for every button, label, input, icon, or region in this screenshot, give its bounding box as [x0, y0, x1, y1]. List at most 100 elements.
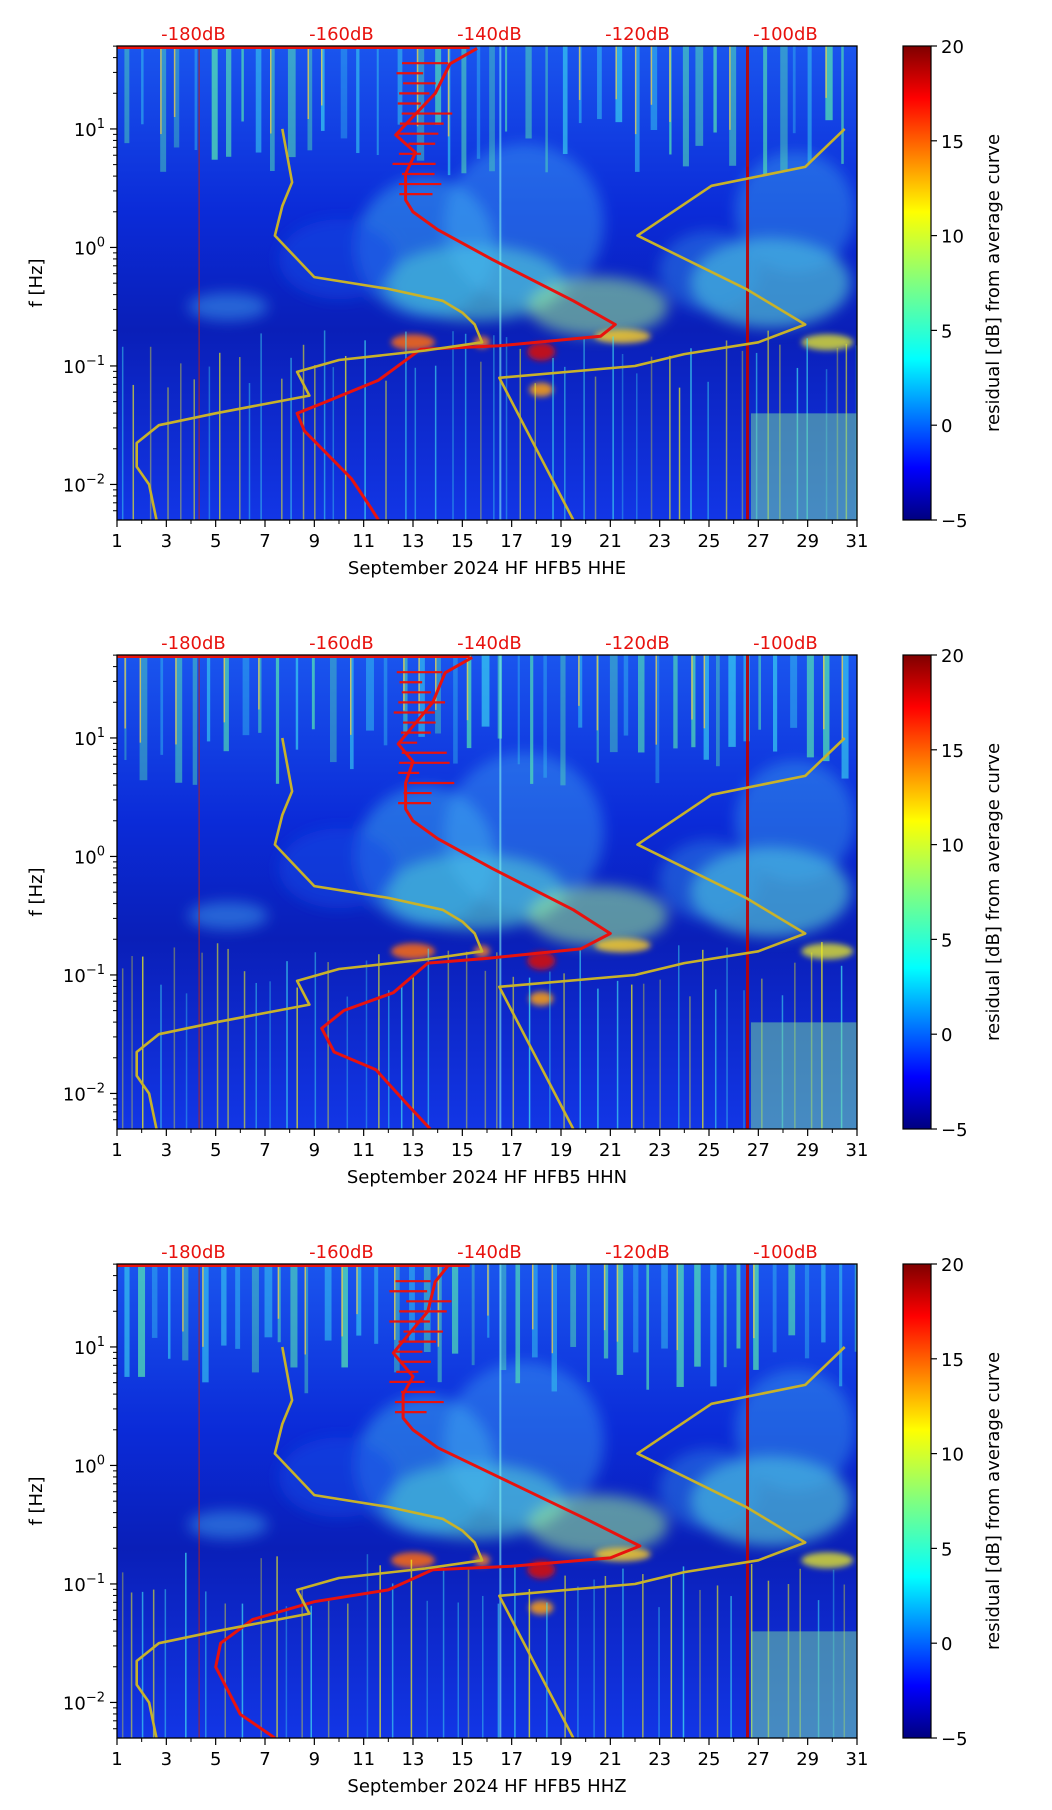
stripe-low	[414, 367, 417, 520]
hotspot	[527, 342, 556, 361]
stripe	[823, 655, 830, 762]
stripe-low	[412, 977, 414, 1129]
x-tick-label: 15	[451, 1749, 474, 1770]
y-axis-label: f [Hz]	[26, 258, 47, 307]
colorbar-tick-label: 10	[941, 227, 964, 248]
hotspot	[529, 382, 554, 397]
stripe	[623, 655, 629, 736]
noise-blob	[188, 1510, 268, 1539]
stripe	[124, 46, 130, 144]
stripe-hot	[487, 1264, 489, 1316]
stripe-hot	[202, 1264, 204, 1347]
x-tick-label: 31	[846, 1749, 869, 1770]
colorbar-tick-label: 15	[941, 132, 964, 153]
colorbar-tick-label: 20	[941, 1255, 964, 1276]
y-tick-label: 101	[74, 1335, 105, 1359]
stripe	[403, 655, 408, 735]
colorbar: 20 15 10 5 0 −5 residual [dB] from average cur…	[902, 37, 1004, 532]
x-tick-label: 19	[550, 1140, 573, 1161]
stripe-low	[410, 1559, 413, 1738]
stripe-hot	[349, 655, 352, 735]
stripe	[241, 46, 244, 122]
stripe-low	[678, 945, 680, 1129]
x-tick-label: 9	[309, 531, 320, 552]
stripe	[634, 46, 640, 172]
stripe-low	[185, 993, 188, 1129]
colorbar-tick-label: 0	[941, 1634, 952, 1655]
stripe-low	[594, 376, 597, 520]
noise-blob	[188, 901, 268, 930]
stripe-low	[642, 1574, 644, 1738]
stripe-hot	[182, 1264, 184, 1332]
stripe	[790, 655, 798, 728]
hotspot	[801, 1552, 854, 1569]
stripe-hot	[551, 1264, 554, 1354]
stripe-low	[141, 956, 144, 1129]
stripe	[500, 1264, 507, 1371]
stripe-low	[690, 348, 692, 520]
noise-blob	[735, 1369, 856, 1490]
x-tick-label: 1	[111, 531, 122, 552]
stripe-low	[457, 1602, 460, 1738]
stripe-low	[464, 333, 467, 520]
stripe-low	[726, 947, 728, 1129]
stripe	[356, 1264, 362, 1336]
stripe-low	[365, 960, 368, 1129]
db-axis-label: -100dB	[753, 633, 818, 654]
colorbar-tick-label: 15	[941, 741, 964, 762]
stripe-hot	[603, 1264, 606, 1331]
stripe-low	[160, 984, 162, 1129]
heatmap-blobs	[188, 143, 856, 337]
stripe-hot	[669, 46, 671, 122]
stripe-low	[400, 986, 403, 1129]
stripe	[788, 1264, 796, 1336]
noise-model-curve	[498, 737, 846, 1129]
stripe-low	[243, 971, 246, 1129]
stripe-low	[121, 968, 124, 1129]
spectrogram-panel-3: 1 3 5 7 9 11 13 15 17 19 21 23 25 27 29 3110110010−110−…	[26, 1242, 1004, 1797]
stripe	[609, 655, 618, 753]
colorbar-tick-label: 15	[941, 1350, 964, 1371]
stripe	[471, 1264, 475, 1366]
stripe	[437, 1264, 442, 1383]
stripe	[650, 46, 658, 130]
stripe-low	[269, 981, 271, 1129]
stripe-low	[650, 356, 653, 520]
stripe	[763, 46, 768, 175]
stripe	[304, 1264, 309, 1394]
stripe	[530, 655, 534, 784]
plot-area	[117, 1264, 857, 1738]
stripe	[330, 655, 337, 763]
stripe	[646, 1264, 650, 1390]
colorbar-tick-label: 10	[941, 1445, 964, 1466]
stripe	[695, 46, 704, 146]
stripe	[637, 655, 645, 753]
stripe-low	[227, 948, 229, 1129]
stripe	[841, 46, 844, 164]
broadband-block	[750, 1631, 857, 1738]
stripe-hot	[703, 655, 706, 729]
hotspot	[801, 334, 854, 351]
stripe	[202, 1264, 209, 1383]
stripe	[287, 46, 296, 158]
stripe	[141, 46, 144, 125]
noise-blob	[444, 1361, 604, 1522]
db-axis-label: -100dB	[753, 24, 818, 45]
stripe	[311, 655, 315, 730]
x-tick-label: 5	[210, 1140, 221, 1161]
stripe	[394, 1264, 400, 1373]
stripe	[221, 1264, 227, 1346]
y-tick-label: 10−2	[63, 472, 105, 496]
y-axis-label: f [Hz]	[26, 867, 47, 916]
db-axis-label: -140dB	[457, 633, 522, 654]
stripe-hot	[223, 655, 226, 723]
stripe-low	[549, 971, 551, 1129]
stripe	[854, 1264, 857, 1352]
stripe	[295, 655, 299, 750]
y-tick-label: 10−1	[63, 1572, 105, 1596]
stripe	[160, 46, 167, 172]
x-tick-label: 25	[698, 531, 721, 552]
y-tick-label: 100	[74, 235, 105, 259]
stripe-low	[563, 973, 565, 1129]
